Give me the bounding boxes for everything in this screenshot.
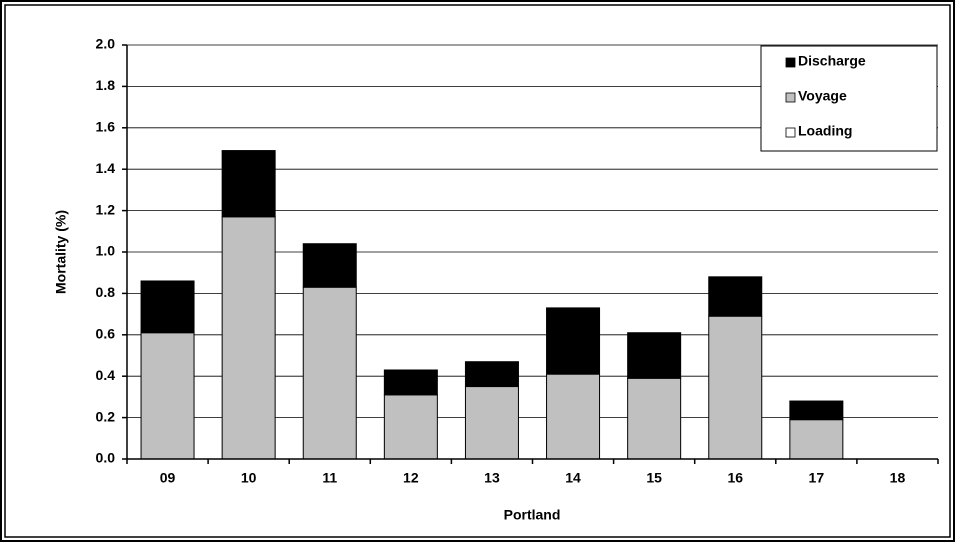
x-tick-label: 15 — [646, 470, 662, 486]
bar-segment — [708, 276, 763, 317]
bar-segment — [383, 369, 438, 396]
x-axis-title: Portland — [504, 507, 561, 523]
legend-label: Voyage — [798, 88, 847, 104]
y-tick-label: 0.0 — [96, 450, 116, 466]
inner-frame — [4, 4, 951, 538]
legend-swatch — [785, 127, 796, 138]
bar-segment — [627, 377, 682, 460]
bar-segment — [627, 332, 682, 379]
legend-label: Discharge — [798, 53, 866, 69]
y-tick-label: 1.4 — [96, 160, 116, 176]
legend-swatch — [785, 57, 796, 68]
x-tick-label: 11 — [322, 470, 337, 486]
legend-swatch — [785, 92, 796, 103]
bar-segment — [546, 373, 601, 460]
y-tick-label: 2.0 — [96, 36, 116, 52]
x-tick-label: 12 — [403, 470, 419, 486]
bar-segment — [140, 280, 195, 334]
bar-segment — [140, 332, 195, 460]
bar-segment — [708, 315, 763, 460]
y-tick-label: 1.0 — [96, 243, 116, 259]
y-tick-label: 1.8 — [96, 77, 116, 93]
x-tick-label: 09 — [160, 470, 176, 486]
x-tick-label: 17 — [809, 470, 825, 486]
legend-label: Loading — [798, 123, 852, 139]
y-tick-label: 0.4 — [96, 367, 116, 383]
bar-segment — [221, 216, 276, 460]
bar-segment — [464, 361, 519, 388]
bar-segment — [546, 307, 601, 375]
x-tick-label: 18 — [890, 470, 906, 486]
bar-segment — [302, 286, 357, 460]
bar-segment — [789, 419, 844, 460]
y-tick-label: 0.8 — [96, 284, 116, 300]
y-tick-label: 0.6 — [96, 326, 116, 342]
y-tick-label: 1.6 — [96, 119, 116, 135]
y-tick-label: 0.2 — [96, 408, 116, 424]
y-tick-label: 1.2 — [96, 201, 116, 217]
x-tick-label: 13 — [484, 470, 500, 486]
bar-segment — [221, 150, 276, 218]
bar-segment — [789, 400, 844, 421]
y-axis-title: Mortality (%) — [53, 210, 69, 294]
x-tick-label: 10 — [241, 470, 257, 486]
bar-segment — [383, 394, 438, 460]
x-tick-label: 16 — [727, 470, 743, 486]
bar-segment — [302, 243, 357, 288]
bar-segment — [464, 386, 519, 460]
x-tick-label: 14 — [565, 470, 581, 486]
